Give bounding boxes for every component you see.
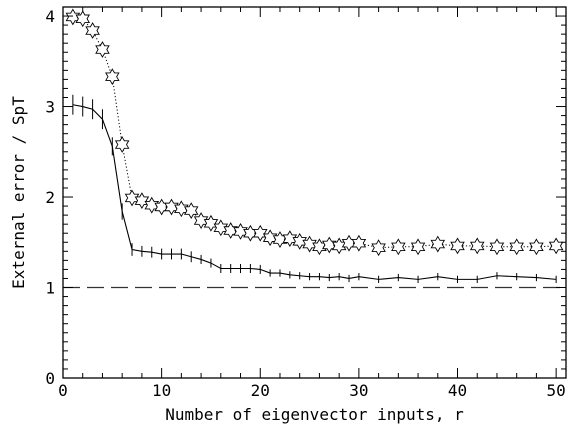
star-marker xyxy=(105,68,120,86)
star-marker xyxy=(371,239,386,257)
plot-area xyxy=(63,8,566,289)
star-marker xyxy=(65,8,81,26)
star-marker xyxy=(509,238,524,256)
star-marker xyxy=(193,212,209,229)
star-marker xyxy=(114,136,130,153)
star-marker xyxy=(292,232,307,250)
series-0-line xyxy=(72,16,557,249)
star-marker xyxy=(469,237,485,255)
star-marker xyxy=(302,235,317,253)
star-marker xyxy=(262,229,278,247)
y-axis-title: External error / SpT xyxy=(9,96,28,289)
star-marker xyxy=(75,10,90,28)
star-marker xyxy=(391,238,406,256)
star-marker xyxy=(252,224,268,242)
star-marker xyxy=(489,238,505,256)
star-marker xyxy=(529,238,544,256)
x-tick-label: 30 xyxy=(349,381,368,400)
star-marker xyxy=(213,219,229,237)
axis-ticks: 0 10 20 30 40 50 0 1 2 3 4 xyxy=(45,7,566,400)
y-tick-label: 4 xyxy=(45,7,55,26)
star-marker xyxy=(548,237,564,255)
star-marker xyxy=(410,238,426,256)
star-marker xyxy=(322,236,337,254)
star-marker xyxy=(134,192,150,210)
star-marker xyxy=(85,22,100,39)
star-marker xyxy=(164,198,179,216)
y-tick-label: 0 xyxy=(45,369,55,388)
x-tick-label: 10 xyxy=(152,381,171,400)
star-marker xyxy=(95,41,110,58)
x-tick-label: 40 xyxy=(448,381,467,400)
star-marker xyxy=(183,202,199,219)
star-marker xyxy=(124,189,140,207)
x-tick-label: 20 xyxy=(251,381,270,400)
star-marker xyxy=(450,237,465,255)
star-marker xyxy=(174,200,189,218)
y-tick-label: 1 xyxy=(45,279,55,298)
star-marker xyxy=(282,230,298,248)
star-marker xyxy=(430,235,446,253)
star-marker xyxy=(223,222,238,239)
star-marker xyxy=(144,196,160,214)
x-axis-title: Number of eigenvector inputs, r xyxy=(165,405,464,424)
x-tick-label: 0 xyxy=(58,381,68,400)
x-tick-label: 50 xyxy=(547,381,566,400)
plot-frame xyxy=(62,6,567,379)
star-marker xyxy=(351,234,367,252)
star-marker xyxy=(233,223,248,240)
series-1-line xyxy=(72,104,557,280)
y-tick-label: 2 xyxy=(45,188,55,207)
y-tick-label: 3 xyxy=(45,98,55,117)
star-marker xyxy=(203,214,219,232)
